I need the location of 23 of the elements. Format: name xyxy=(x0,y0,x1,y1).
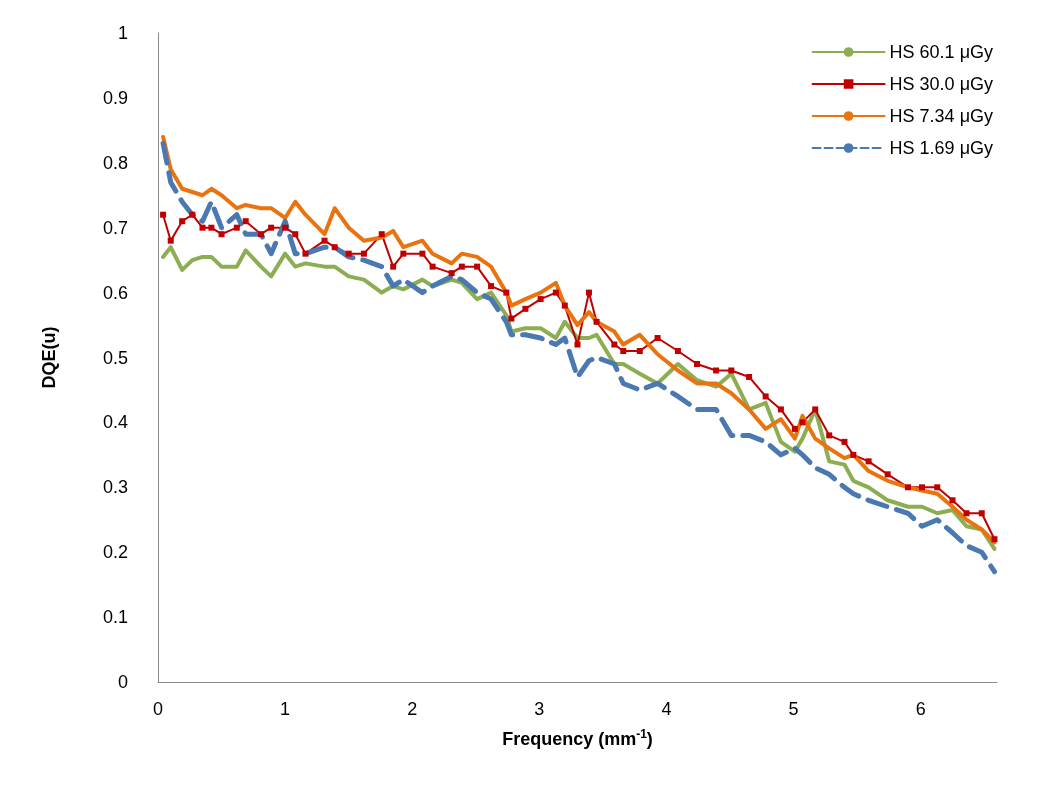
x-tick-label: 5 xyxy=(788,699,799,719)
y-tick-label: 0.8 xyxy=(102,152,128,173)
x-tick-label: 6 xyxy=(915,699,926,719)
x-tick-label: 0 xyxy=(152,699,164,719)
y-tick-label: 1 xyxy=(117,23,128,43)
legend-label: HS 30.0 μGy xyxy=(889,74,994,94)
y-axis-title: DQE(u) xyxy=(39,326,59,389)
y-tick-label: 0 xyxy=(117,672,128,692)
x-tick-label: 2 xyxy=(407,699,418,719)
legend-label: HS 7.34 μGy xyxy=(889,106,994,126)
y-tick-label: 0.5 xyxy=(102,347,128,368)
y-tick-label: 0.6 xyxy=(102,282,128,303)
x-tick-label: 1 xyxy=(280,699,291,719)
y-tick-label: 0.4 xyxy=(102,412,128,433)
y-tick-label: 0.7 xyxy=(102,217,128,238)
legend-label: HS 60.1 μGy xyxy=(889,42,994,62)
y-tick-label: 0.9 xyxy=(102,87,128,108)
x-tick-label: 4 xyxy=(661,699,672,719)
legend-label: HS 1.69 μGy xyxy=(889,138,994,158)
x-tick-label: 3 xyxy=(534,699,545,719)
y-tick-label: 0.2 xyxy=(102,542,128,563)
y-tick-label: 0.3 xyxy=(102,477,128,498)
y-tick-label: 0.1 xyxy=(102,607,128,628)
